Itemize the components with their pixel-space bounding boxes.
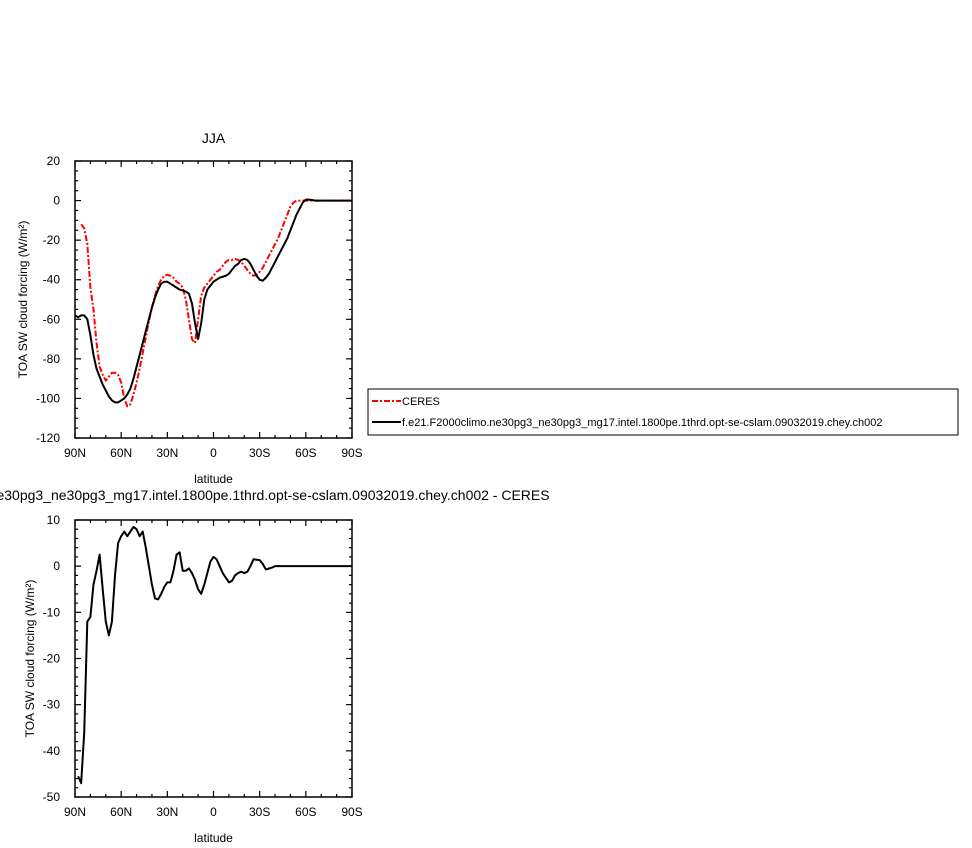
y-tick-label: -20 [43,233,61,247]
y-axis-label: TOA SW cloud forcing (W/m²) [23,580,37,738]
y-tick-label: -30 [43,698,61,712]
plot-area [74,160,353,439]
legend: CERES f.e21.F2000climo.ne30pg3_ne30pg3_m… [367,388,959,436]
legend-label-model: f.e21.F2000climo.ne30pg3_ne30pg3_mg17.in… [402,417,882,429]
series-line-0 [77,525,352,785]
series-group [77,525,352,785]
legend-box [367,388,959,436]
x-tick-label: 60N [110,446,132,460]
x-tick-label: 90N [64,805,86,819]
x-tick-label: 60S [295,446,316,460]
series-group [74,198,352,408]
x-tick-label: 60S [295,805,316,819]
x-tick-label: 0 [210,805,217,819]
panel-top: JJA 90N 60N 30N 0 30S 60S 90S 20 0 -20 -40 -60 -80 -1… [16,130,363,486]
legend-label-ceres: CERES [402,396,440,408]
x-tick-label: 30N [156,805,178,819]
y-tick-label: 0 [53,559,60,573]
y-tick-label: -120 [36,431,60,445]
x-axis-label: latitude [194,472,233,486]
y-tick-label: -40 [43,744,61,758]
tick-group: 90N 60N 30N 0 30S 60S 90S 20 0 -20 -40 -60 -80 -100 -1… [36,154,363,460]
y-tick-label: 0 [53,194,60,208]
y-axis-label: TOA SW cloud forcing (W/m²) [16,221,30,379]
y-tick-label: -60 [43,312,61,326]
y-tick-label: 10 [47,513,61,527]
series-line-0 [80,199,352,408]
y-tick-label: -40 [43,273,61,287]
tick-group: 90N 60N 30N 0 30S 60S 90S 10 0 -10 -20 -30 -40 -50 [43,513,363,819]
x-tick-label: 30S [249,446,270,460]
y-tick-label: 20 [47,154,61,168]
x-tick-label: 90N [64,446,86,460]
chart-title: JJA [202,130,226,146]
x-tick-label: 30N [156,446,178,460]
x-tick-label: 90S [341,805,362,819]
x-tick-label: 0 [210,446,217,460]
series-line-1 [74,198,352,404]
chart-title: f.e21.F2000climo.ne30pg3_ne30pg3_mg17.in… [0,487,550,503]
x-tick-label: 90S [341,446,362,460]
y-tick-label: -80 [43,352,61,366]
y-tick-label: -10 [43,605,61,619]
y-tick-label: -50 [43,790,61,804]
x-axis-label: latitude [194,831,233,845]
x-tick-label: 30S [249,805,270,819]
panel-bottom: f.e21.F2000climo.ne30pg3_ne30pg3_mg17.in… [0,487,550,845]
y-tick-label: -100 [36,391,60,405]
y-tick-label: -20 [43,652,61,666]
x-tick-label: 60N [110,805,132,819]
